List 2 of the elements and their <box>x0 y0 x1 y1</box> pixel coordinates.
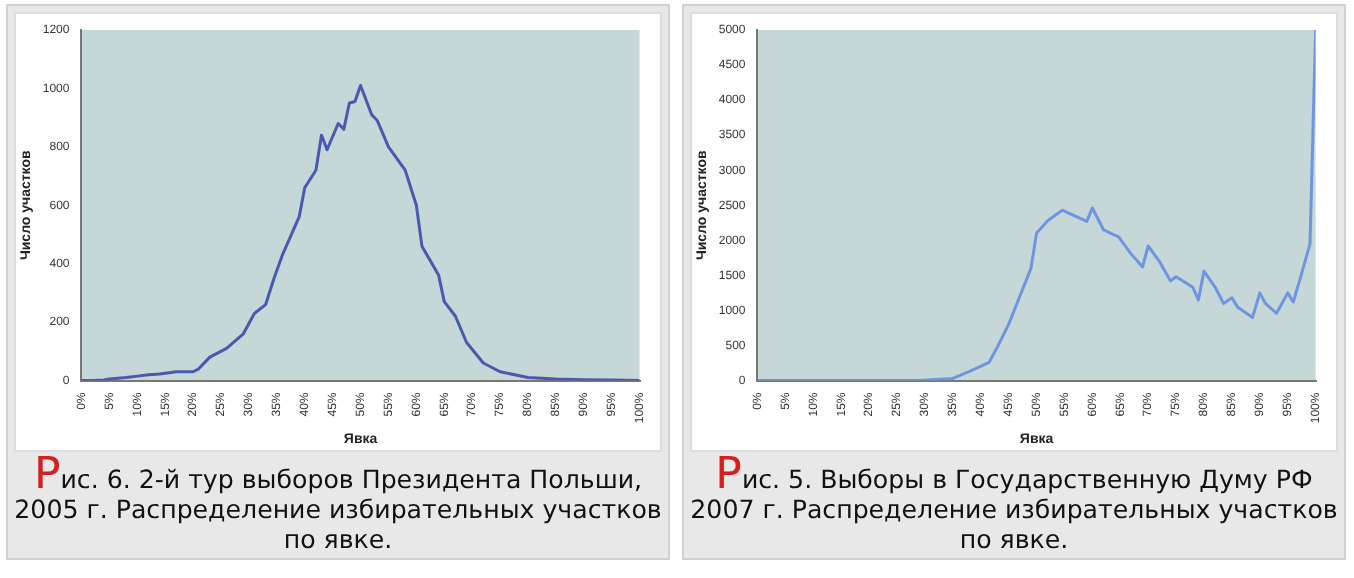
text: Рис. 5. Выборы в Государственную Думу РФ 2007 г. Распределение избирательных участков по явке. <box>688 450 1340 558</box>
text: Рис. 6. 2-й тур выборов Президента Польши, 2005 г. Распределение избирательных участков по явке. <box>12 450 664 558</box>
